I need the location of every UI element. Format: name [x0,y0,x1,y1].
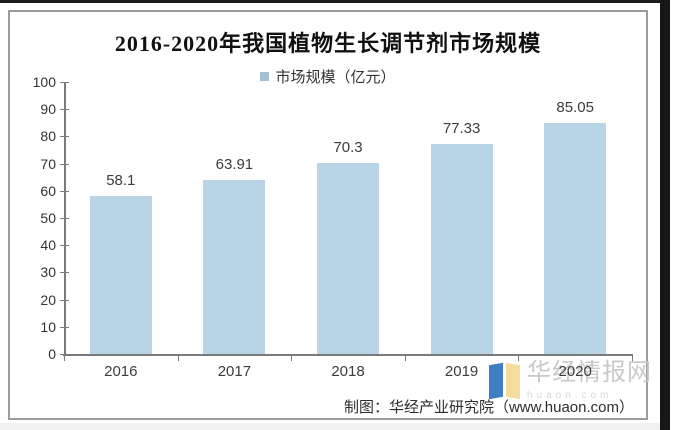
x-tick-mark [518,354,520,361]
watermark-subtext: huaon.com [527,390,613,401]
x-tick-mark [64,354,65,361]
watermark-title: 华经情报网 [527,359,652,386]
y-tick-label: 40 [40,237,56,254]
bar-2017 [203,180,266,354]
y-axis-line [64,82,66,355]
x-tick-mark [404,354,406,361]
y-tick-label: 90 [40,101,56,118]
y-tick-label: 10 [40,318,56,335]
source-credit: 制图：华经产业研究院（www.huaon.com） [343,399,634,416]
bar-value-label: 77.33 [442,119,481,137]
y-tick-label: 100 [32,74,56,90]
bar-value-label: 63.91 [215,156,254,174]
watermark-text-block: 华经情报网 huaon.com [527,360,652,402]
x-category-label: 2018 [331,363,365,380]
chart-legend: 市场规模（亿元） [10,66,646,87]
y-tick-label: 70 [40,155,56,172]
x-tick-mark [632,354,633,361]
y-tick-label: 60 [40,182,56,199]
legend-marker-icon [260,72,270,81]
x-tick-mark [177,354,179,361]
bar-value-label: 70.3 [333,138,363,156]
y-tick-label: 50 [40,210,56,226]
y-tick-label: 80 [40,128,56,145]
image-right-border [660,0,670,430]
bar-value-label: 58.1 [106,171,136,189]
watermark: 华经情报网 huaon.com [487,360,652,402]
bar-value-label: 85.05 [556,98,594,116]
x-category-label: 2017 [217,363,252,380]
x-category-label: 2020 [558,363,592,380]
image-bottom-edge [0,423,660,430]
image-top-border [0,0,662,3]
y-tick-label: 30 [40,264,56,281]
legend-label: 市场规模（亿元） [275,69,396,86]
bar-2020 [544,122,607,354]
plot-area: 0 10 20 30 40 50 60 70 80 90 100 58.1 2016 63.91 2017… [33,74,633,380]
chart-title: 2016-2020年我国植物生长调节剂市场规模 [114,31,542,56]
bar-2018 [317,162,379,354]
x-category-label: 2016 [104,363,138,380]
bar-2016 [89,195,152,354]
y-tick-label: 0 [48,346,56,362]
x-tick-mark [291,354,293,361]
y-tick-label: 20 [40,291,56,308]
bar-2019 [430,143,493,354]
chart-card: 2016-2020年我国植物生长调节剂市场规模 市场规模（亿元） 0 10 20 30… [8,10,651,420]
x-category-label: 2019 [444,363,479,380]
x-axis-line [63,354,633,356]
